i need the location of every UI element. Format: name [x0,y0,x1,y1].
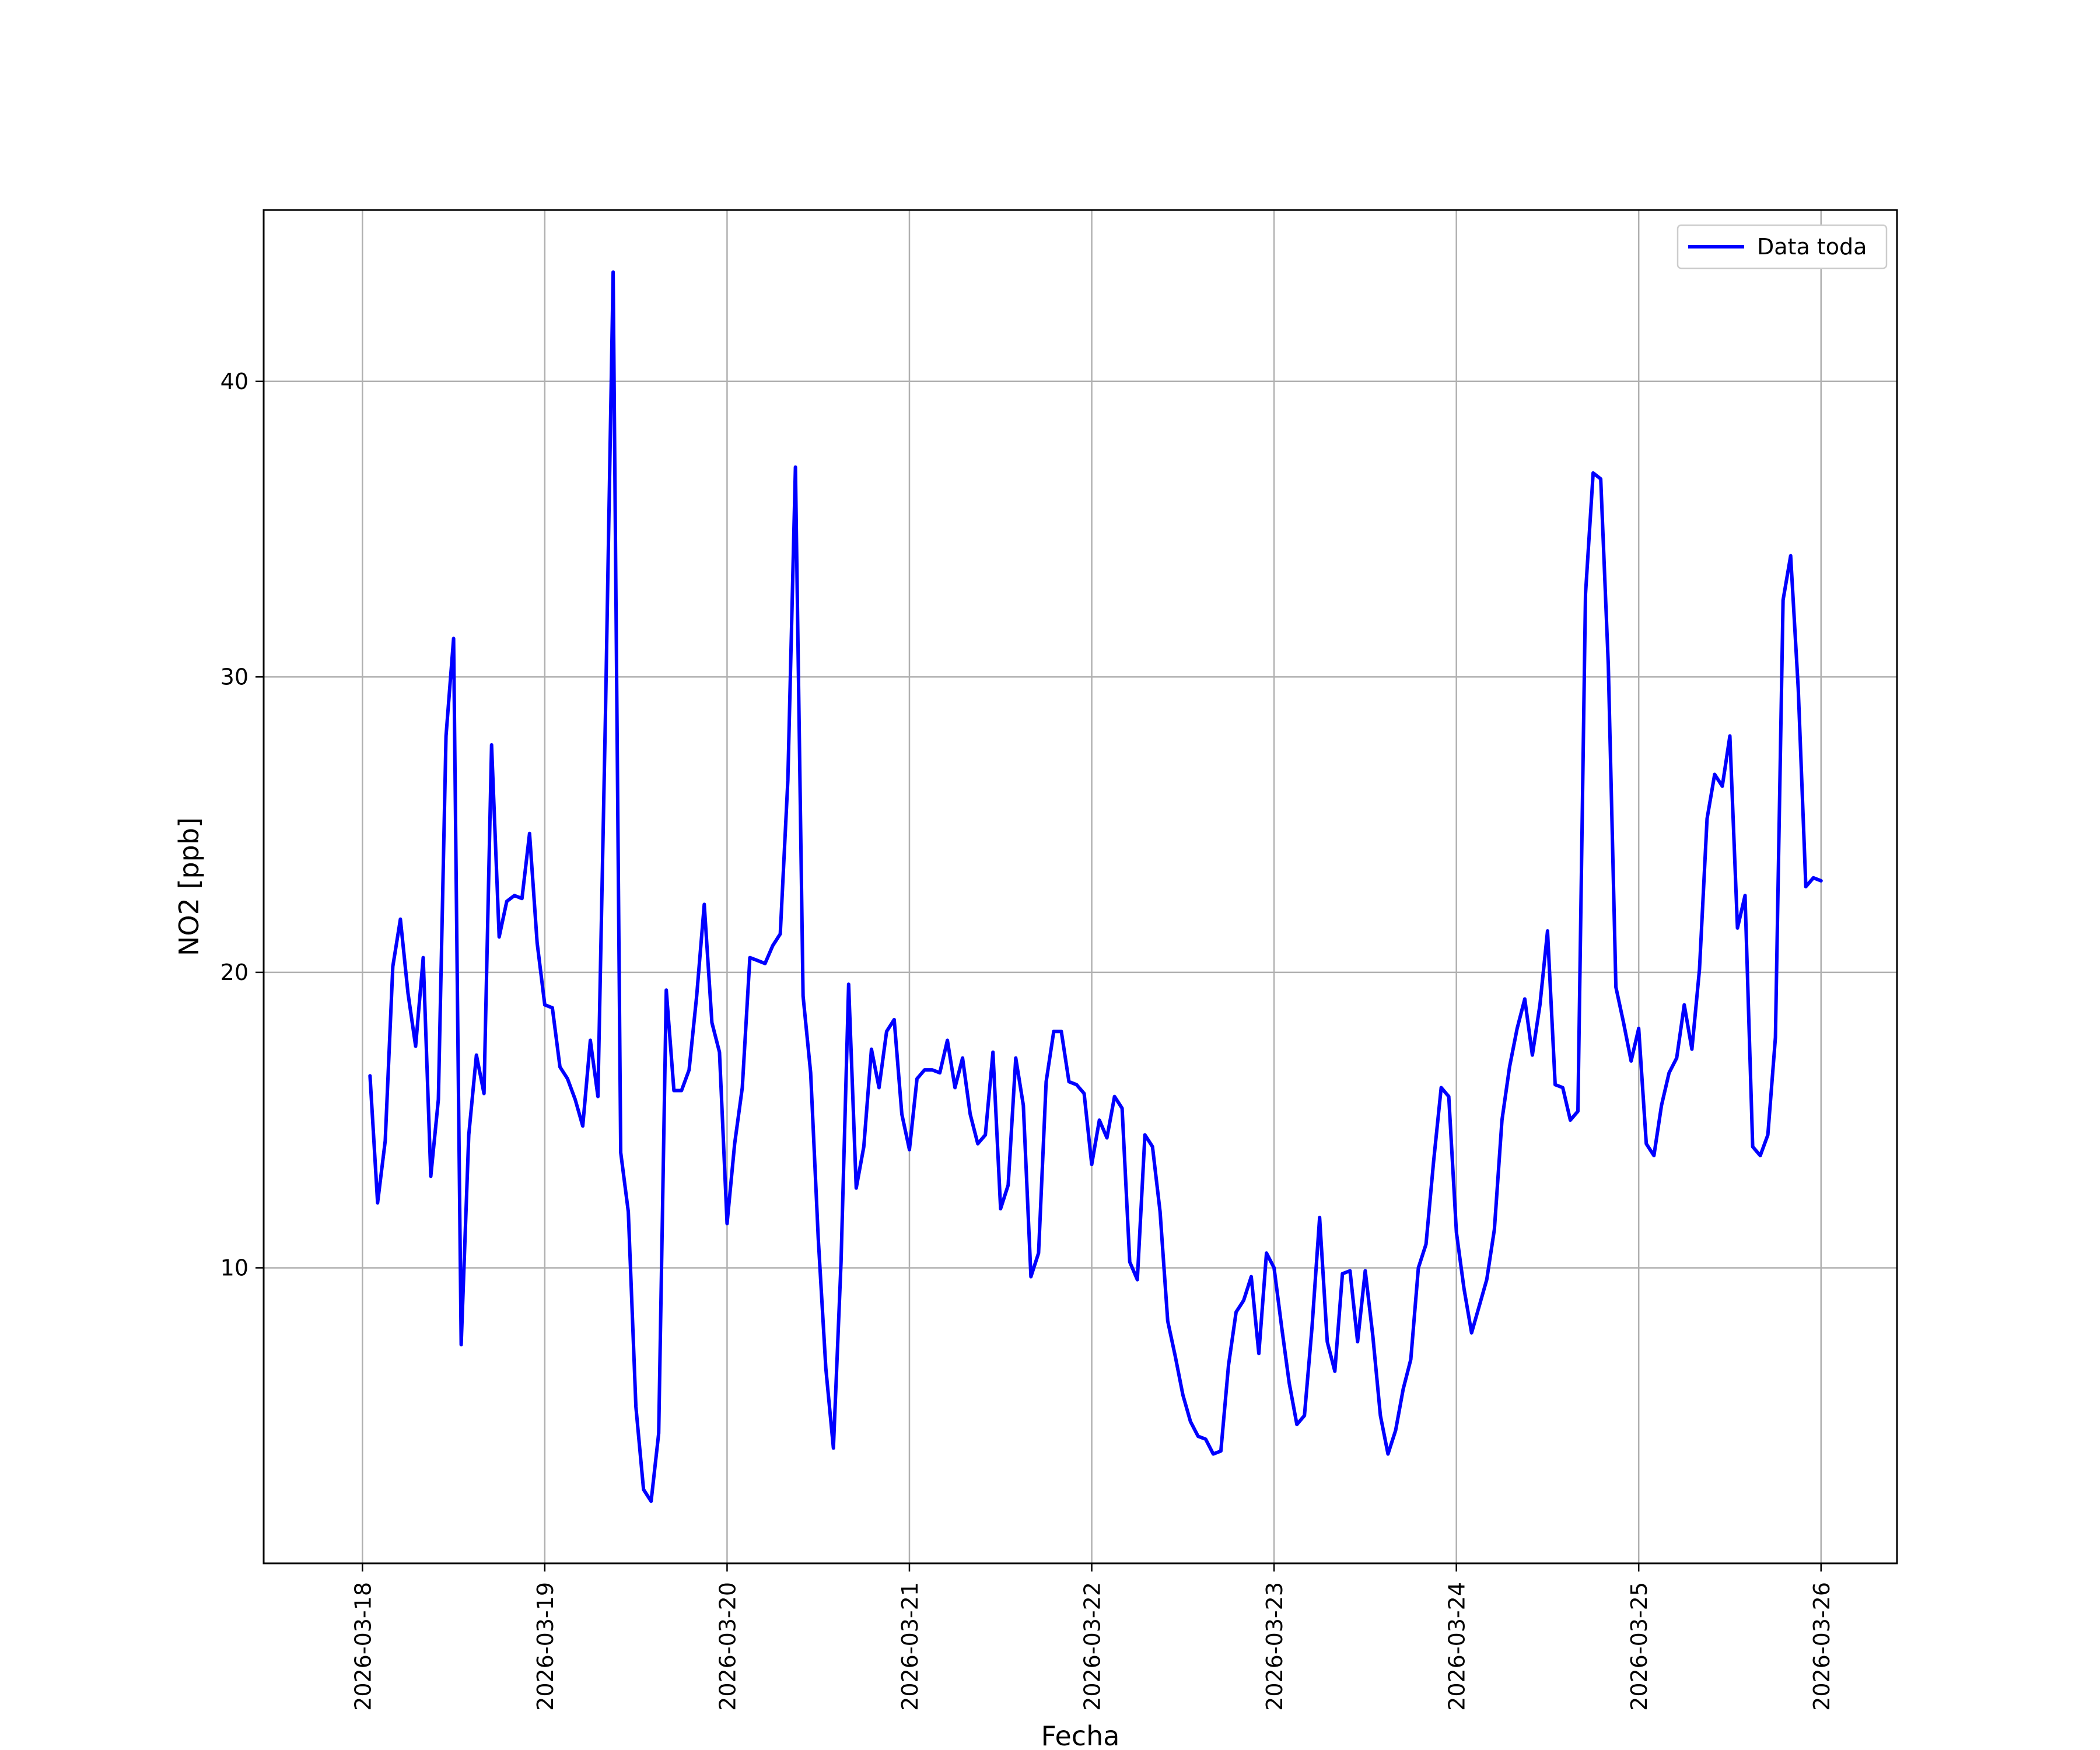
legend-box [1676,224,1888,270]
x-tick-label: 2026-03-23 [1262,1582,1287,1711]
y-tick-label: 40 [220,369,249,394]
x-axis: 2026-03-18 2026-03-19 2026-03-20 2026-03-21… [350,1563,1835,1711]
series-layer [368,270,1823,1503]
x-tick-label: 2026-03-25 [1626,1582,1652,1711]
legend-label: Data toda [1757,234,1867,260]
x-tick-label: 2026-03-24 [1444,1582,1470,1711]
plot-frame [262,209,1898,1564]
x-tick-label: 2026-03-19 [533,1582,558,1711]
y-axis: 10 20 30 40 [220,369,264,1280]
x-tick-label: 2026-03-18 [350,1582,376,1711]
series-line [368,270,1823,1503]
x-tick-label: 2026-03-20 [715,1582,740,1711]
y-axis-label: NO2 [ppb] [173,817,205,956]
x-tick-label: 2026-03-21 [897,1582,923,1711]
x-tick-label: 2026-03-26 [1809,1582,1835,1711]
y-tick-label: 20 [220,960,249,985]
legend: Data toda [1676,224,1888,270]
x-axis-label: Fecha [1041,1720,1120,1750]
y-tick-label: 10 [220,1255,249,1280]
x-tick-label: 2026-03-22 [1080,1582,1105,1711]
grid-lines [264,210,1897,1563]
y-tick-label: 30 [220,664,249,690]
